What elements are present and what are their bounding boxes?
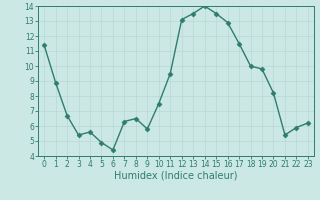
X-axis label: Humidex (Indice chaleur): Humidex (Indice chaleur) xyxy=(114,171,238,181)
